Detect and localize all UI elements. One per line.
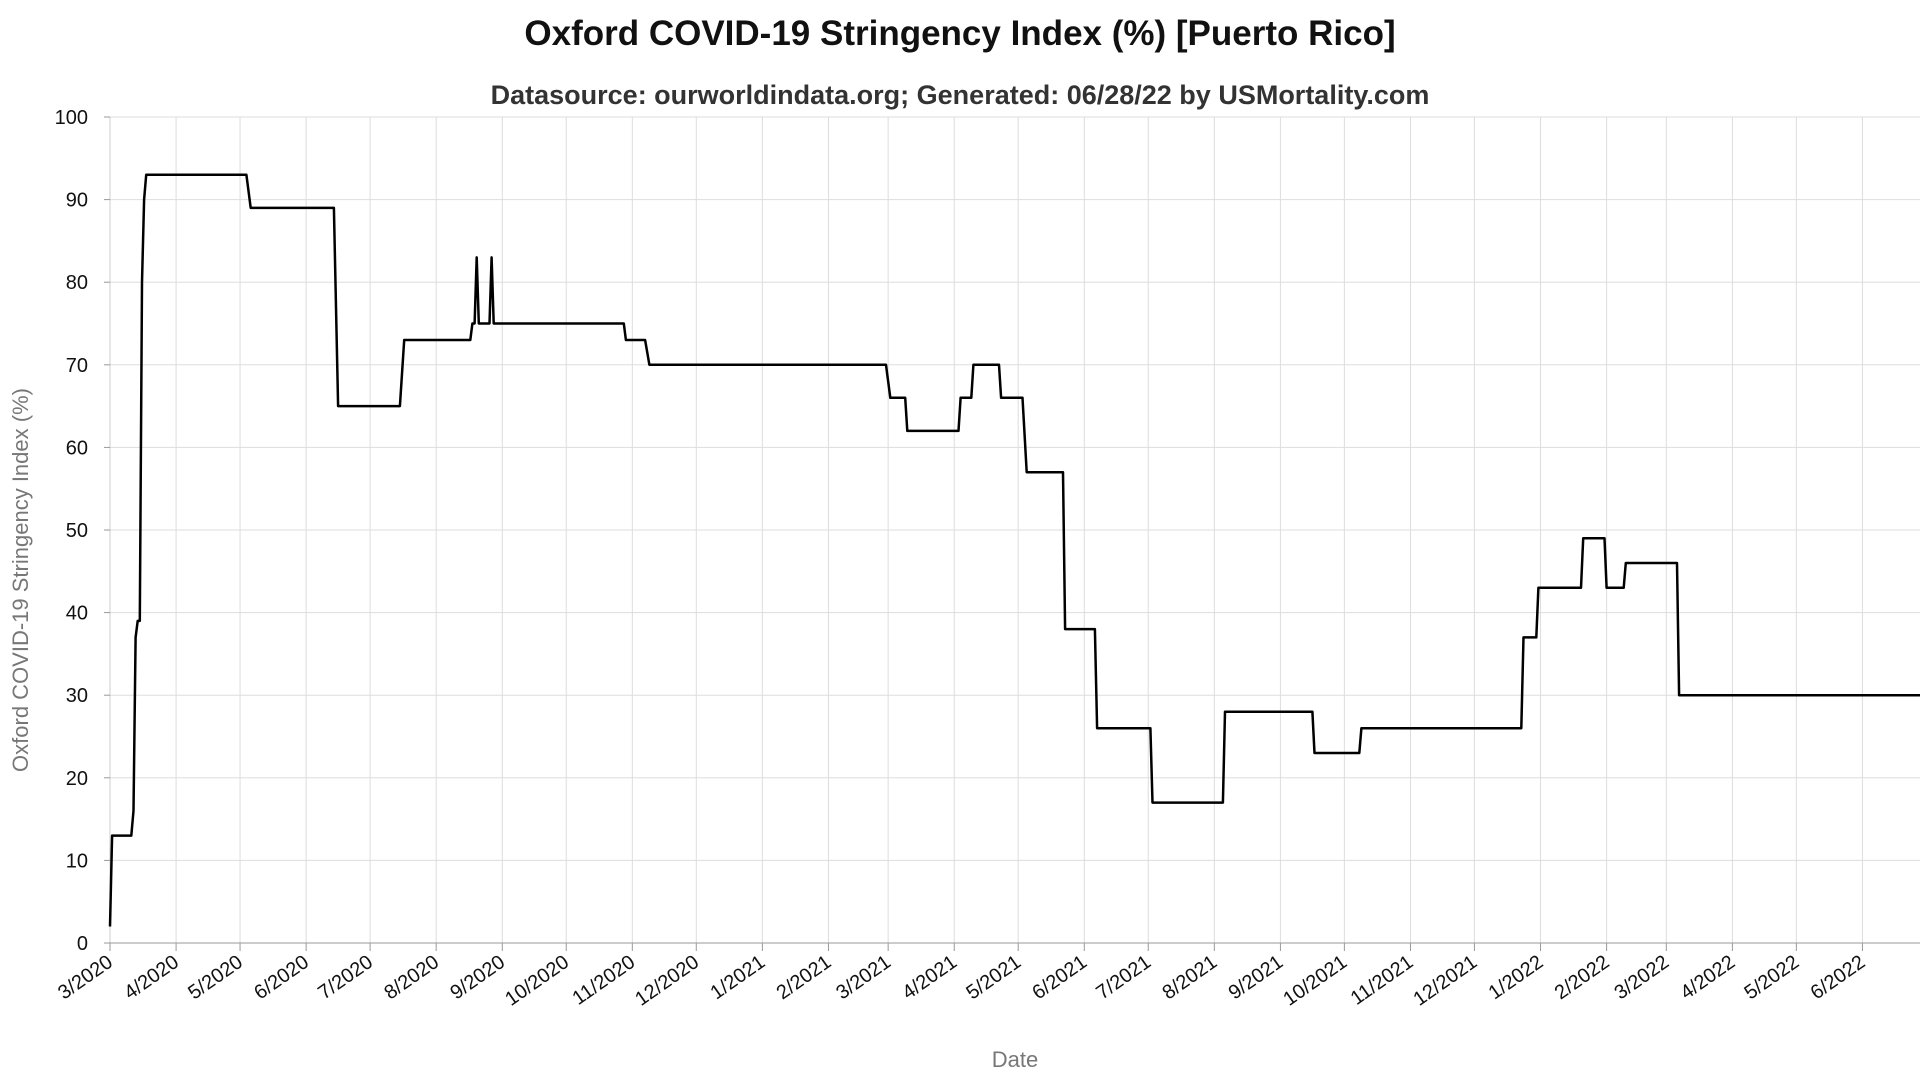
x-tick-label: 4/2021: [898, 951, 961, 1004]
x-tick-label: 11/2020: [569, 951, 640, 1010]
x-tick-label: 3/2020: [54, 951, 117, 1004]
y-tick-label: 40: [66, 603, 88, 625]
x-tick-label: 4/2022: [1677, 951, 1740, 1004]
x-tick-label: 6/2022: [1807, 951, 1870, 1004]
y-tick-label: 70: [66, 355, 88, 377]
x-tick-label: 12/2021: [1409, 951, 1481, 1010]
x-axis-title: Date: [992, 1047, 1038, 1072]
y-tick-label: 60: [66, 437, 88, 459]
x-tick-label: 6/2021: [1028, 951, 1091, 1004]
x-tick-label: 5/2020: [184, 951, 247, 1004]
x-tick-label: 7/2021: [1092, 951, 1155, 1004]
x-tick-label: 4/2020: [120, 951, 183, 1004]
y-tick-label: 50: [66, 520, 88, 542]
x-tick-label: 8/2021: [1158, 951, 1221, 1004]
x-tick-label: 5/2021: [962, 951, 1025, 1004]
y-axis-title: Oxford COVID-19 Stringency Index (%): [8, 388, 33, 772]
x-tick-label: 3/2022: [1610, 951, 1673, 1004]
x-tick-label: 6/2020: [250, 951, 313, 1004]
chart-title: Oxford COVID-19 Stringency Index (%) [Pu…: [524, 14, 1396, 53]
y-tick-label: 10: [66, 850, 88, 872]
series: [108, 173, 1920, 927]
y-axis-ticks: 0 10 20 30 40 50 60 70 80 90 100: [55, 107, 110, 955]
x-tick-label: 3/2021: [832, 951, 895, 1004]
x-tick-label: 10/2021: [1279, 951, 1351, 1010]
x-tick-label: 12/2020: [631, 951, 703, 1010]
chart-subtitle: Datasource: ourworldindata.org; Generate…: [490, 80, 1430, 110]
y-tick-label: 80: [66, 272, 88, 294]
y-tick-label: 30: [66, 685, 88, 707]
series-line: [108, 173, 1920, 927]
gridlines: [109, 116, 1920, 943]
x-tick-label: 2/2022: [1551, 951, 1614, 1004]
x-tick-label: 7/2020: [314, 951, 377, 1004]
y-tick-label: 100: [55, 107, 88, 129]
y-tick-label: 0: [77, 933, 88, 955]
x-tick-label: 5/2022: [1740, 951, 1803, 1004]
x-tick-label: 9/2021: [1225, 951, 1288, 1004]
x-axis-ticks: 3/2020 4/2020 5/2020 6/2020 7/2020 8/2020 9/20…: [54, 943, 1869, 1011]
x-tick-label: 1/2022: [1485, 951, 1548, 1004]
x-tick-label: 2/2021: [773, 951, 836, 1004]
x-tick-label: 9/2020: [446, 951, 509, 1004]
x-tick-label: 1/2021: [707, 951, 770, 1004]
x-tick-label: 11/2021: [1347, 951, 1418, 1010]
x-tick-label: 8/2020: [380, 951, 443, 1004]
y-tick-label: 90: [66, 190, 88, 212]
x-tick-label: 10/2020: [501, 951, 573, 1010]
y-tick-label: 20: [66, 768, 88, 790]
